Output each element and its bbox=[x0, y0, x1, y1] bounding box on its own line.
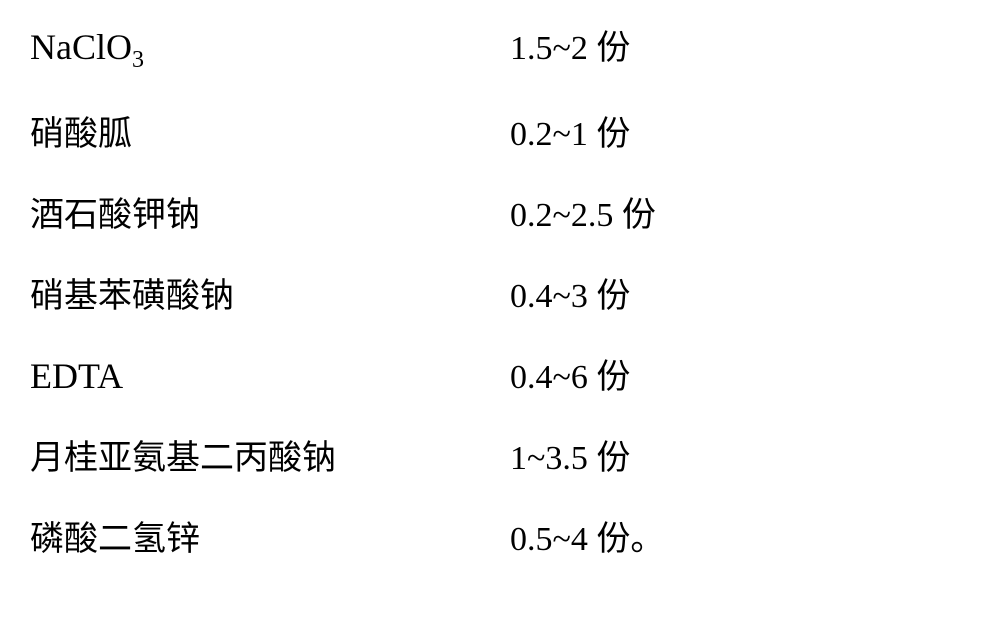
table-row: 磷酸二氢锌 0.5~4 份。 bbox=[30, 511, 970, 560]
ingredient-value: 0.2~1 份 bbox=[510, 106, 630, 155]
ingredient-value: 0.4~6 份 bbox=[510, 349, 630, 398]
table-row: EDTA 0.4~6 份 bbox=[30, 349, 970, 398]
ingredient-value: 1~3.5 份 bbox=[510, 430, 630, 479]
ingredient-label: 月桂亚氨基二丙酸钠 bbox=[30, 430, 510, 479]
ingredient-label: 硝酸胍 bbox=[30, 106, 510, 155]
table-row: 月桂亚氨基二丙酸钠 1~3.5 份 bbox=[30, 430, 970, 479]
ingredient-label: EDTA bbox=[30, 355, 510, 397]
ingredient-label: 硝基苯磺酸钠 bbox=[30, 268, 510, 317]
table-row: 酒石酸钾钠 0.2~2.5 份 bbox=[30, 187, 970, 236]
table-row: 硝酸胍 0.2~1 份 bbox=[30, 106, 970, 155]
ingredient-value: 0.4~3 份 bbox=[510, 268, 630, 317]
ingredient-value: 0.2~2.5 份 bbox=[510, 187, 656, 236]
table-row: NaClO3 1.5~2 份 bbox=[30, 20, 970, 74]
ingredient-label: 磷酸二氢锌 bbox=[30, 511, 510, 560]
ingredient-value: 0.5~4 份。 bbox=[510, 511, 664, 560]
ingredient-label: NaClO3 bbox=[30, 26, 510, 74]
table-row: 硝基苯磺酸钠 0.4~3 份 bbox=[30, 268, 970, 317]
ingredient-label: 酒石酸钾钠 bbox=[30, 187, 510, 236]
ingredient-table: NaClO3 1.5~2 份 硝酸胍 0.2~1 份 酒石酸钾钠 0.2~2.5… bbox=[30, 20, 970, 560]
ingredient-value: 1.5~2 份 bbox=[510, 20, 630, 69]
